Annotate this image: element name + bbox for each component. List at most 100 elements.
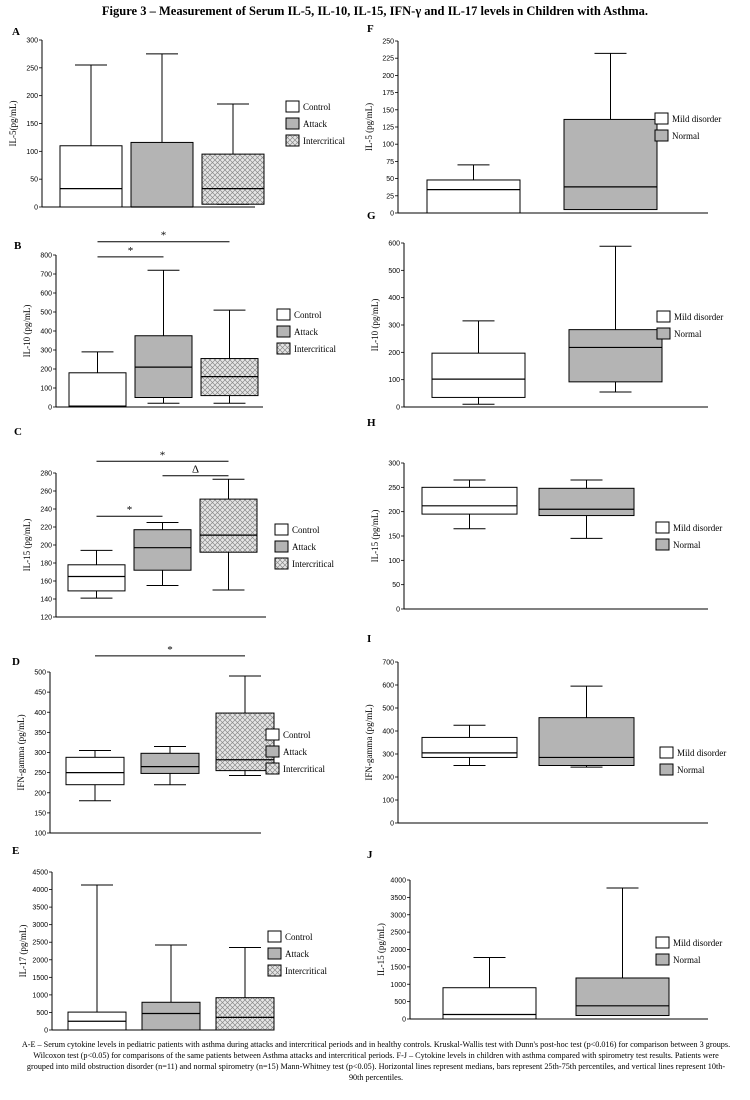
y-tick-label-c: 180 — [40, 561, 52, 568]
box-g — [568, 329, 663, 383]
y-tick-label-j: 1000 — [390, 982, 406, 989]
y-tick-label-d: 400 — [34, 710, 46, 717]
y-tick-label-b: 800 — [40, 253, 52, 260]
legend-swatch-b — [276, 325, 291, 338]
y-tick-label-c: 280 — [40, 471, 52, 478]
legend-label-e: Attack — [285, 949, 309, 959]
y-tick-label-f: 0 — [390, 211, 394, 218]
y-tick-label-d: 300 — [34, 750, 46, 757]
panel-letter-h: H — [367, 417, 376, 429]
y-tick-label-h: 200 — [388, 509, 400, 516]
y-tick-label-j: 3500 — [390, 895, 406, 902]
y-tick-label-j: 0 — [402, 1017, 406, 1024]
y-tick-label-d: 350 — [34, 730, 46, 737]
box-e — [215, 997, 275, 1031]
legend-swatch-c — [274, 523, 289, 536]
box-a — [201, 153, 265, 205]
legend-swatch-a — [285, 134, 300, 147]
y-tick-label-f: 75 — [386, 159, 394, 166]
y-tick-label-e: 500 — [36, 1010, 48, 1017]
y-tick-label-d: 450 — [34, 690, 46, 697]
y-tick-label-h: 100 — [388, 558, 400, 565]
legend-label-g: Mild disorder — [674, 312, 723, 322]
y-tick-label-d: 250 — [34, 770, 46, 777]
y-tick-label-a: 100 — [26, 149, 38, 156]
y-axis-label-g: IL-10 (pg/mL) — [370, 299, 380, 352]
y-tick-label-i: 0 — [390, 821, 394, 828]
box-g — [431, 352, 526, 398]
y-tick-label-h: 50 — [392, 582, 400, 589]
panel-letter-c: C — [14, 426, 22, 438]
y-axis-label-b: IL-10 (pg/mL) — [22, 305, 32, 358]
y-tick-label-g: 400 — [388, 295, 400, 302]
legend-label-c: Control — [292, 525, 320, 535]
box-c — [199, 498, 258, 553]
y-tick-label-g: 0 — [396, 405, 400, 412]
y-tick-label-g: 300 — [388, 323, 400, 330]
legend-swatch-g — [656, 327, 671, 340]
box-e — [141, 1001, 201, 1031]
y-tick-label-h: 300 — [388, 461, 400, 468]
y-tick-label-i: 200 — [382, 775, 394, 782]
legend-label-c: Intercritical — [292, 559, 334, 569]
legend-swatch-e — [267, 930, 282, 943]
legend-label-f: Normal — [672, 131, 700, 141]
y-tick-label-e: 4000 — [32, 887, 48, 894]
y-tick-label-c: 120 — [40, 615, 52, 622]
y-tick-label-j: 2500 — [390, 930, 406, 937]
legend-swatch-d — [265, 762, 280, 775]
y-tick-label-d: 100 — [34, 831, 46, 838]
legend-swatch-c — [274, 557, 289, 570]
significance-marker-b: * — [161, 230, 167, 242]
y-tick-label-c: 200 — [40, 543, 52, 550]
y-tick-label-a: 0 — [34, 205, 38, 212]
y-tick-label-a: 250 — [26, 65, 38, 72]
legend-label-a: Intercritical — [303, 136, 345, 146]
y-tick-label-f: 25 — [386, 193, 394, 200]
legend-swatch-j — [655, 953, 670, 966]
y-axis-label-j: IL-15 (pg/mL) — [376, 923, 386, 976]
y-tick-label-b: 700 — [40, 272, 52, 279]
y-tick-label-j: 500 — [394, 999, 406, 1006]
y-tick-label-g: 100 — [388, 377, 400, 384]
y-tick-label-f: 100 — [382, 142, 394, 149]
legend-label-j: Mild disorder — [673, 938, 722, 948]
y-tick-label-h: 150 — [388, 534, 400, 541]
box-f — [426, 179, 521, 214]
legend-label-b: Attack — [294, 327, 318, 337]
significance-marker-d: * — [167, 644, 173, 656]
y-tick-label-c: 160 — [40, 579, 52, 586]
y-tick-label-i: 400 — [382, 729, 394, 736]
y-axis-label-c: IL-15 (pg/mL) — [22, 519, 32, 572]
y-tick-label-g: 500 — [388, 268, 400, 275]
y-tick-label-i: 300 — [382, 752, 394, 759]
y-tick-label-c: 220 — [40, 525, 52, 532]
y-axis-label-e: IL-17 (pg/mL) — [18, 925, 28, 978]
legend-swatch-e — [267, 964, 282, 977]
panel-f: F 0 25 50 75 100 125 150 175 200 225 250 IL-5 (pg/mL… — [364, 23, 721, 218]
y-tick-label-b: 100 — [40, 386, 52, 393]
legend-swatch-a — [285, 117, 300, 130]
y-tick-label-a: 200 — [26, 93, 38, 100]
figure-title: Figure 3 – Measurement of Serum IL-5, IL… — [101, 4, 649, 18]
y-tick-label-i: 700 — [382, 660, 394, 667]
y-tick-label-f: 250 — [382, 39, 394, 46]
y-tick-label-i: 100 — [382, 798, 394, 805]
panel-letter-i: I — [367, 633, 371, 645]
y-tick-label-b: 300 — [40, 348, 52, 355]
y-tick-label-f: 50 — [386, 176, 394, 183]
y-tick-label-e: 4500 — [32, 870, 48, 877]
y-tick-label-b: 0 — [48, 405, 52, 412]
y-tick-label-c: 240 — [40, 507, 52, 514]
panel-d: D 100 150 200 250 300 350 400 450 500 IFN-gamma (p… — [12, 644, 325, 838]
legend-label-d: Attack — [283, 747, 307, 757]
y-tick-label-i: 500 — [382, 706, 394, 713]
y-tick-label-j: 2000 — [390, 947, 406, 954]
legend-swatch-b — [276, 342, 291, 355]
y-axis-label-a: IL-5(pg/mL) — [8, 101, 18, 147]
panel-c: C 120 140 160 180 200 220 240 260 280 IL-15 (pg/mL… — [14, 426, 334, 622]
legend-swatch-d — [265, 728, 280, 741]
figure-caption: A-E – Serum cytokine levels in pediatric… — [21, 1040, 731, 1082]
box-i — [421, 736, 518, 758]
panel-g: G 0 100 200 300 400 500 600 IL-10 (pg/mL) Mild di… — [367, 210, 723, 412]
